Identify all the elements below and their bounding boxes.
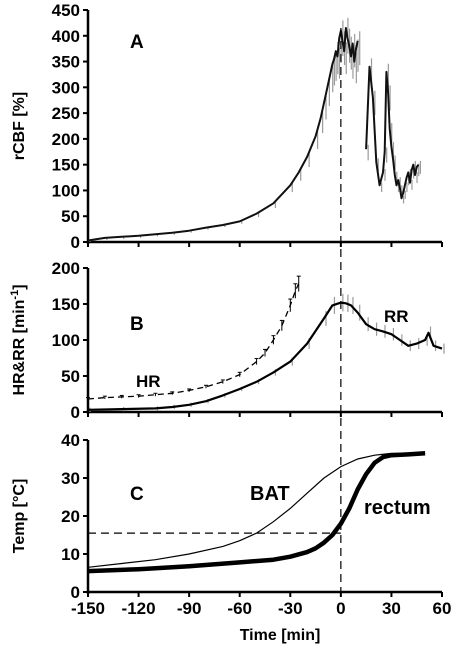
y-axis-label-C: Temp [°C] <box>11 479 28 554</box>
y-tick-label-C-3: 30 <box>61 469 80 488</box>
x-tick-label-4: -30 <box>278 599 303 618</box>
panel-letter-C: C <box>130 484 144 505</box>
y-tick-label-B-3: 150 <box>52 295 80 314</box>
error-bars-a-1 <box>367 58 421 204</box>
panel-b: 0 50 100 150 200 HR&RR [min-1] B HR RR <box>9 259 445 422</box>
y-axis-label-B: HR&RR [min-1] <box>9 284 28 395</box>
y-tick-label-C-0: 0 <box>71 583 80 602</box>
y-tick-label-C-4: 40 <box>61 431 80 450</box>
error-bars-hr <box>86 275 301 401</box>
y-tick-label-B-0: 0 <box>71 403 80 422</box>
y-tick-label-B-4: 200 <box>52 259 80 278</box>
line-a-1 <box>365 65 420 200</box>
y-tick-label-A-1: 50 <box>61 207 80 226</box>
y-tick-label-A-2: 100 <box>52 181 80 200</box>
y-tick-label-A-4: 200 <box>52 130 80 149</box>
x-axis-label: Time [min] <box>240 627 321 644</box>
panel-a: 0 50 100 150 200 250 300 350 400 450 rCBF [%] A <box>11 1 443 252</box>
y-tick-label-C-1: 10 <box>61 545 80 564</box>
y-tick-label-B-1: 50 <box>61 367 80 386</box>
y-tick-label-A-6: 300 <box>52 78 80 97</box>
line-hr <box>87 283 300 400</box>
line-rectum <box>87 451 426 574</box>
x-tick-label-7: 60 <box>433 599 452 618</box>
line-a-0 <box>87 27 359 242</box>
annotation-hr: HR <box>136 372 161 391</box>
x-tick-label-2: -90 <box>177 599 202 618</box>
y-tick-label-A-9: 450 <box>52 1 80 20</box>
panel-letter-B: B <box>130 314 144 335</box>
panel-letter-A: A <box>130 32 144 53</box>
y-tick-label-C-2: 20 <box>61 507 80 526</box>
x-tick-label-1: -120 <box>122 599 156 618</box>
line-bat <box>87 452 426 568</box>
y-tick-label-A-0: 0 <box>71 233 80 252</box>
x-tick-label-6: 30 <box>382 599 401 618</box>
y-tick-label-A-8: 400 <box>52 27 80 46</box>
annotation-rectum: rectum <box>364 497 431 519</box>
y-tick-label-A-5: 250 <box>52 104 80 123</box>
y-tick-label-B-2: 100 <box>52 331 80 350</box>
x-tick-label-3: -60 <box>227 599 252 618</box>
y-tick-label-A-7: 350 <box>52 53 80 72</box>
x-tick-label-0: -150 <box>71 599 105 618</box>
x-tick-label-5: 0 <box>336 599 345 618</box>
annotation-bat: BAT <box>250 483 290 505</box>
annotation-rr: RR <box>384 307 409 326</box>
y-tick-label-A-3: 150 <box>52 156 80 175</box>
panel-c: 0 10 20 30 40 Temp [°C] C BAT rectum -150 -120 -90 -… <box>11 431 451 644</box>
y-axis-label-A: rCBF [%] <box>11 92 28 160</box>
